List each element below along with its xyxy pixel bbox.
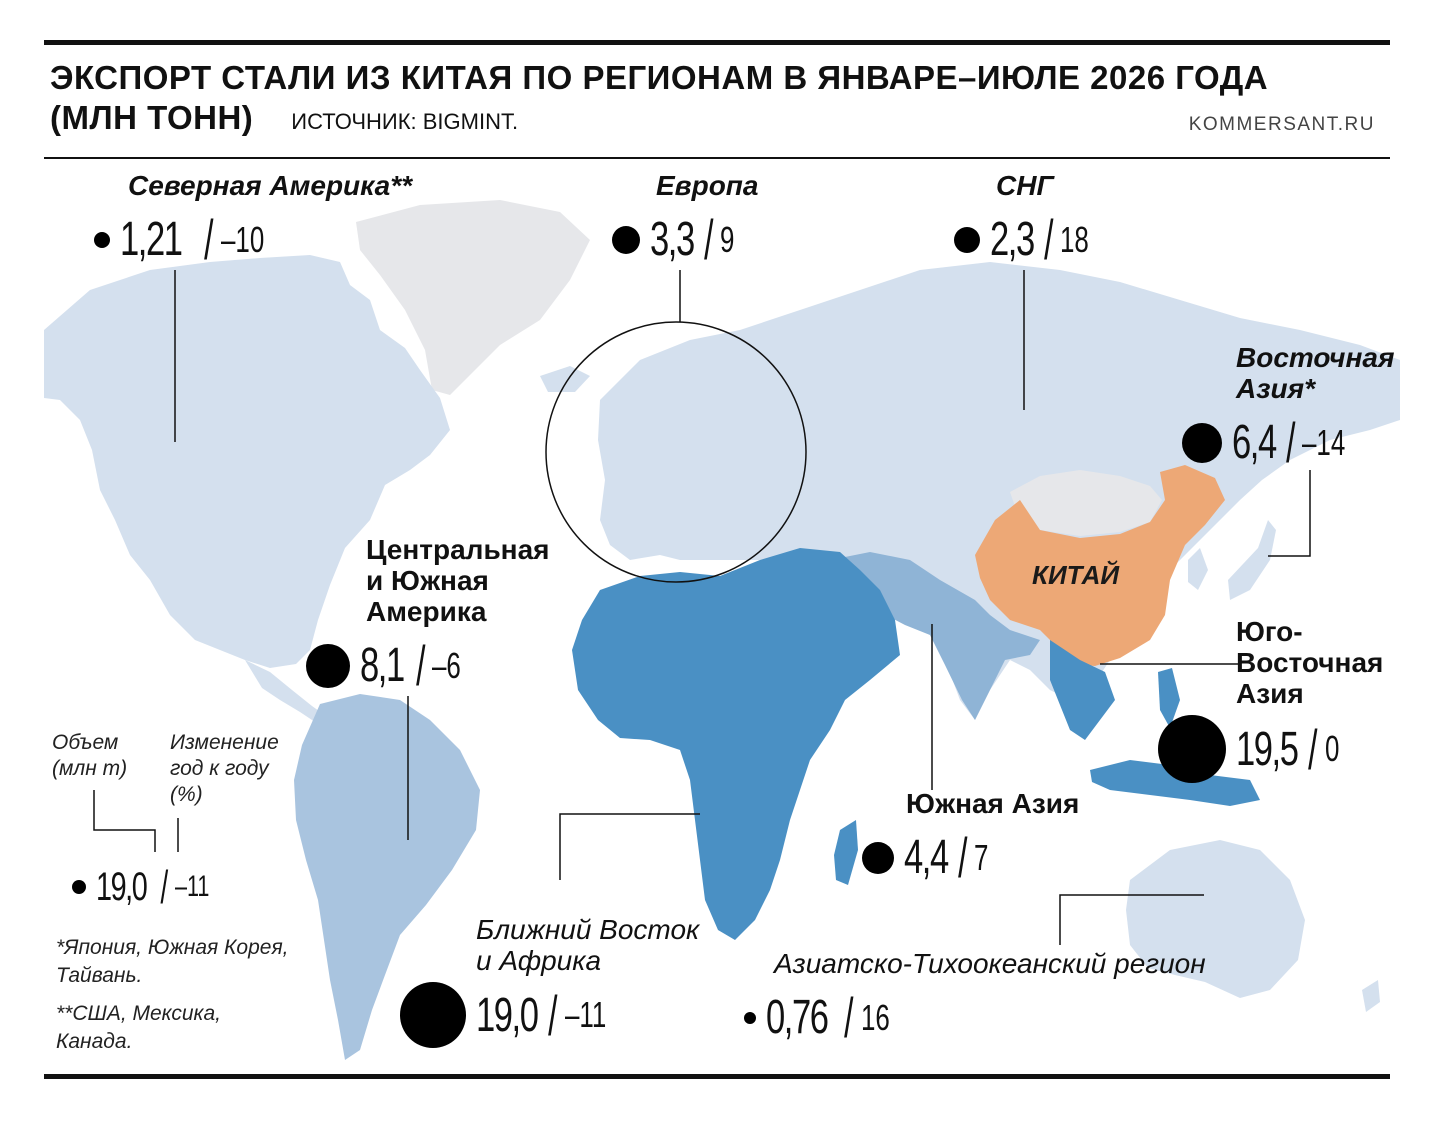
legend-example: 19,0 / –11 xyxy=(72,854,222,914)
slash-separator: / xyxy=(1043,208,1054,271)
slash-separator: / xyxy=(204,208,214,271)
slash-separator: / xyxy=(160,861,169,913)
volume-dot xyxy=(1158,715,1226,783)
south-asia-shape xyxy=(830,552,1040,720)
se-asia-mainland-shape xyxy=(1050,640,1115,740)
region-name: Европа xyxy=(656,170,759,201)
volume-value: 8,1 xyxy=(360,639,405,692)
change-value: 9 xyxy=(720,218,735,260)
legend-volume-value: 19,0 xyxy=(96,864,148,909)
chart-title: ЭКСПОРТ СТАЛИ ИЗ КИТАЯ ПО РЕГИОНАМ В ЯНВ… xyxy=(50,58,1268,142)
footnote-east-asia: *Япония, Южная Корея, Тайвань. xyxy=(56,936,289,987)
change-value: 7 xyxy=(974,836,989,878)
region-name: Южная Азия xyxy=(906,788,1080,819)
australia-shape xyxy=(1126,840,1305,998)
title-line-2: (МЛН ТОНН) xyxy=(50,99,254,136)
volume-dot xyxy=(306,643,350,688)
region-east-asia: Восточная Азия* 6,4 / –14 xyxy=(1182,342,1395,475)
japan-shape xyxy=(1228,520,1276,600)
slash-separator: / xyxy=(957,826,968,889)
title-line-1: ЭКСПОРТ СТАЛИ ИЗ КИТАЯ ПО РЕГИОНАМ В ЯНВ… xyxy=(50,59,1269,96)
north-america-shape xyxy=(44,255,450,668)
region-name: Северная Америка** xyxy=(128,170,413,201)
volume-value: 3,3 xyxy=(650,213,695,266)
slash-separator: / xyxy=(1308,717,1318,781)
header-rule xyxy=(44,157,1390,159)
change-value: –6 xyxy=(432,644,462,686)
volume-dot xyxy=(744,1011,756,1024)
china-label: КИТАЙ xyxy=(1032,560,1120,590)
footnotes: *Япония, Южная Корея, Тайвань. **США, Ме… xyxy=(56,934,306,1066)
region-name: Ближний Восток и Африка xyxy=(476,914,700,976)
korea-shape xyxy=(1188,548,1208,590)
legend-volume-label: Объем (млн т) xyxy=(52,731,128,780)
greenland-shape xyxy=(356,200,590,395)
volume-dot xyxy=(400,982,466,1048)
eurasia-shape xyxy=(598,262,1400,720)
volume-value: 19,5 xyxy=(1236,722,1299,776)
region-name: Юго-Восточная Азия xyxy=(1236,616,1384,709)
slash-separator: / xyxy=(844,986,854,1049)
middle-east-africa-shape xyxy=(572,548,900,940)
leader-line-east-asia xyxy=(1268,470,1311,557)
china-shape xyxy=(975,465,1225,666)
europe-zoom-circle xyxy=(545,321,807,583)
region-name: Центральная и Южная Америка xyxy=(366,534,550,627)
slash-separator: / xyxy=(415,634,426,697)
volume-value: 6,4 xyxy=(1232,416,1277,469)
volume-dot xyxy=(954,226,980,253)
region-name: Азиатско-Тихоокеанский регион xyxy=(774,948,1206,979)
region-name: СНГ xyxy=(996,170,1054,201)
south-america-shape xyxy=(294,694,480,1060)
legend-change-label: Изменение год к году (%) xyxy=(170,731,279,806)
leader-line-legend-volume xyxy=(93,790,156,852)
volume-dot xyxy=(862,841,894,874)
iceland-shape xyxy=(540,366,590,392)
legend-change-value: –11 xyxy=(174,870,210,903)
region-europe: Европа 3,3 / 9 xyxy=(612,170,758,272)
slash-separator: / xyxy=(548,983,558,1047)
se-asia-islands-shape xyxy=(1090,760,1260,806)
region-cis: СНГ 2,3 / 18 xyxy=(954,170,1100,272)
change-value: 16 xyxy=(860,996,890,1038)
change-value: 0 xyxy=(1324,728,1340,769)
change-value: –10 xyxy=(220,218,265,260)
bottom-rule xyxy=(44,1074,1390,1079)
volume-value: 0,76 xyxy=(766,991,829,1044)
top-rule xyxy=(44,40,1390,45)
legend-dot xyxy=(72,880,86,894)
mongolia-shape xyxy=(1010,470,1162,536)
madagascar-shape xyxy=(834,820,858,885)
volume-value: 4,4 xyxy=(904,831,949,884)
central-america-shape xyxy=(245,660,326,724)
slash-separator: / xyxy=(703,208,714,271)
region-mideast-africa: Ближний Восток и Африка 19,0 / –11 xyxy=(400,914,716,1048)
region-north-america: Северная Америка** 1,21 / –10 xyxy=(94,170,413,272)
volume-value: 2,3 xyxy=(990,213,1035,266)
volume-dot xyxy=(612,225,640,254)
britain-shape xyxy=(605,430,640,500)
volume-dot xyxy=(1182,422,1222,463)
volume-value: 19,0 xyxy=(476,988,539,1042)
leader-line-apac xyxy=(1059,894,1204,945)
region-apac: Азиатско-Тихоокеанский регион 0,76 / 16 xyxy=(744,948,1206,1050)
footnote-north-america: **США, Мексика, Канада. xyxy=(56,1002,221,1053)
region-south-asia: Южная Азия 4,4 / 7 xyxy=(862,788,1079,890)
slash-separator: / xyxy=(1285,411,1296,474)
source-label: ИСТОЧНИК: BIGMINT. xyxy=(291,109,519,134)
volume-dot xyxy=(94,231,110,248)
region-latam: Центральная и Южная Америка 8,1 / –6 xyxy=(306,534,556,698)
volume-value: 1,21 xyxy=(120,213,183,266)
change-value: –11 xyxy=(564,994,607,1035)
leader-lines xyxy=(93,270,1311,945)
region-se-asia: Юго-Восточная Азия 19,5 / 0 xyxy=(1158,616,1386,783)
new-zealand-shape xyxy=(1362,980,1380,1012)
change-value: –14 xyxy=(1302,421,1346,463)
leader-line-mideast-africa xyxy=(559,813,700,880)
brand-label: KOMMERSANT.RU xyxy=(1188,114,1375,135)
region-name: Восточная Азия* xyxy=(1236,342,1395,404)
change-value: 18 xyxy=(1060,218,1090,260)
philippines-shape xyxy=(1158,668,1180,728)
